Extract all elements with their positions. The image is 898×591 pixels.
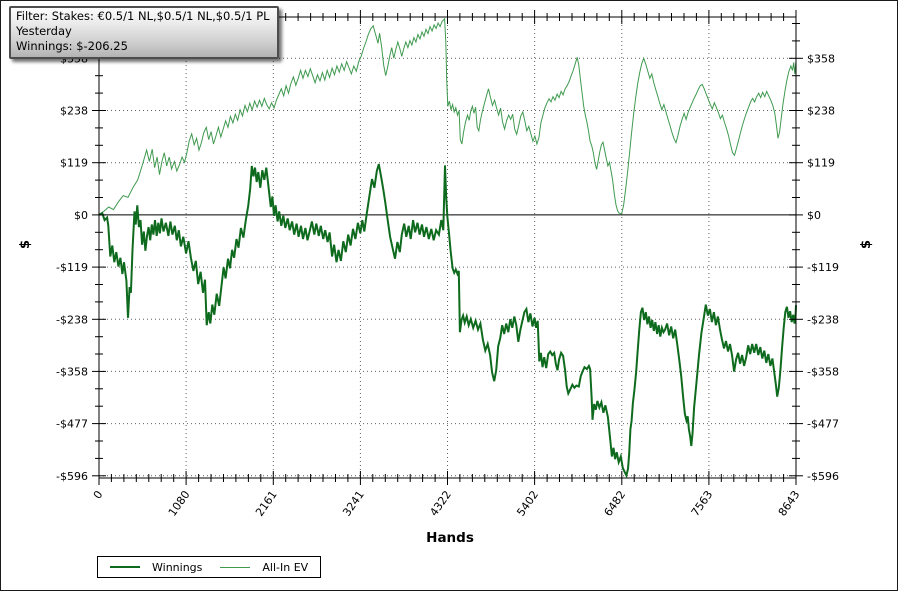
y-tick-label-right: -$358 [807,365,839,378]
x-tick-label: 0 [91,488,106,501]
y-axis-title-left: $ [18,239,34,250]
y-axis-title-right: $ [859,239,875,250]
x-tick-label: 6482 [602,488,629,518]
x-tick-label: 4322 [427,488,454,518]
y-tick-label-left: -$596 [56,470,88,483]
all-in-ev-line-sample [220,566,251,568]
filter-tooltip: Filter: Stakes: €0.5/1 NL,$0.5/1 NL,$0.5… [9,6,279,59]
tooltip-filter-line: Filter: Stakes: €0.5/1 NL,$0.5/1 NL,$0.5… [16,9,270,23]
x-axis-title: Hands [426,530,474,546]
legend-winnings-label: Winnings [152,560,203,574]
y-tick-label-left: -$238 [56,313,88,326]
y-tick-label-right: -$238 [807,313,839,326]
y-tick-label-right: $0 [807,209,821,222]
legend-all-in-ev-label: All-In EV [262,560,309,574]
all-in-ev-line [98,17,797,216]
y-tick-label-left: $238 [60,105,88,118]
y-tick-label-right: -$119 [807,261,839,274]
legend: Winnings All-In EV [97,556,322,578]
y-tick-label-right: $358 [807,52,835,65]
y-tick-label-left: -$477 [56,418,88,431]
x-tick-label: 2161 [253,488,280,518]
y-tick-label-right: $238 [807,105,835,118]
x-tick-label: 1080 [166,488,193,518]
y-tick-label-left: $119 [60,157,88,170]
tooltip-winnings-line: Winnings: $-206.25 [16,39,128,53]
x-tick-label: 7563 [689,488,716,518]
x-tick-label: 5402 [514,488,541,518]
winnings-line-sample [110,566,140,568]
y-tick-label-left: $0 [74,209,88,222]
x-tick-label: 8643 [776,488,803,518]
plot-border [98,16,797,479]
x-tick-label: 3241 [340,488,367,518]
y-tick-label-right: $119 [807,157,835,170]
y-tick-label-right: -$596 [807,470,839,483]
y-tick-label-right: -$477 [807,418,839,431]
winnings-line [98,163,797,479]
tooltip-period-line: Yesterday [16,24,72,38]
y-tick-label-left: -$119 [56,261,88,274]
y-tick-label-left: -$358 [56,365,88,378]
